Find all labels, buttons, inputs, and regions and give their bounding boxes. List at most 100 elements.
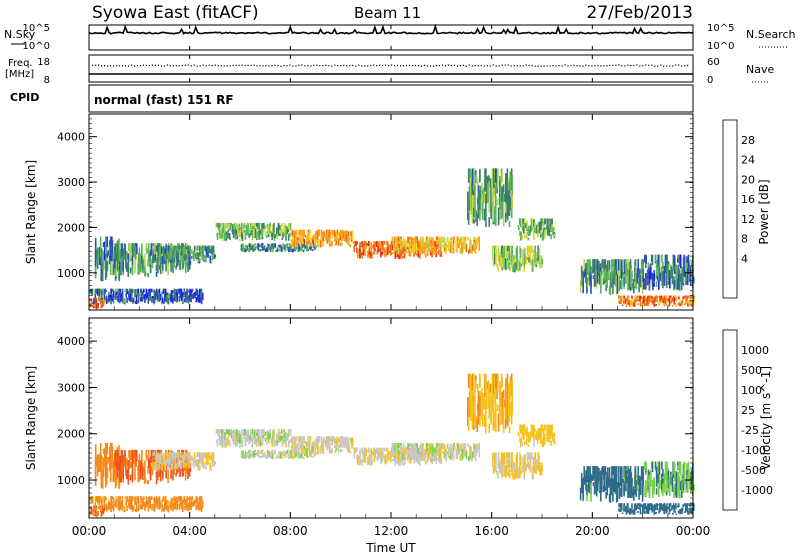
- velocity-scatter-cell: [515, 468, 518, 477]
- power-scatter-cell: [326, 235, 328, 241]
- power-scatter-cell: [592, 275, 595, 279]
- velocity-scatter-cell: [197, 507, 200, 511]
- velocity-scatter-cell: [489, 383, 492, 393]
- velocity-scatter-cell: [249, 450, 252, 452]
- velocity-scatter-cell: [135, 502, 138, 512]
- power-scatter-cell: [537, 228, 540, 234]
- velocity-scatter-cell: [459, 454, 461, 460]
- velocity-scatter-cell: [254, 429, 257, 433]
- power-scatter-cell: [131, 264, 134, 276]
- velocity-scatter-cell: [686, 504, 688, 506]
- velocity-scatter-cell: [298, 447, 300, 450]
- velocity-scatter-cell: [643, 508, 645, 512]
- power-scatter-cell: [306, 243, 308, 247]
- velocity-scatter-cell: [319, 446, 322, 455]
- power-scatter-cell: [595, 259, 597, 279]
- power-scatter-cell: [164, 260, 167, 264]
- power-scatter-cell: [475, 209, 477, 223]
- velocity-scatter-cell: [157, 502, 159, 506]
- velocity-scatter-cell: [185, 461, 188, 467]
- velocity-scatter-cell: [613, 468, 615, 485]
- velocity-scatter-cell: [153, 455, 155, 462]
- power-scatter-cell: [438, 245, 440, 255]
- velocity-scatter-cell: [244, 436, 247, 447]
- velocity-scatter-cell: [299, 443, 301, 448]
- velocity-scatter-cell: [658, 474, 661, 489]
- power-scatter-cell: [146, 293, 149, 298]
- velocity-scatter-cell: [167, 459, 170, 471]
- velocity-scatter-cell: [170, 467, 172, 479]
- power-scatter-cell: [292, 248, 295, 253]
- power-scatter-cell: [285, 235, 287, 241]
- velocity-scatter-cell: [366, 449, 368, 453]
- velocity-scatter-cell: [238, 433, 241, 445]
- power-scatter-cell: [135, 295, 138, 305]
- power-scatter-cell: [614, 259, 617, 267]
- velocity-scatter-cell: [633, 507, 636, 512]
- power-scatter-cell: [413, 244, 416, 252]
- velocity-scatter-cell: [415, 443, 417, 448]
- power-scatter-cell: [402, 236, 405, 246]
- power-scatter-cell: [331, 235, 333, 239]
- nave-dot: [444, 65, 446, 67]
- nave-dot: [127, 65, 130, 67]
- velocity-scatter-cell: [587, 466, 590, 483]
- velocity-scatter-cell: [474, 390, 476, 425]
- velocity-scatter-cell: [102, 508, 105, 515]
- velocity-scatter-cell: [208, 452, 211, 459]
- power-scatter-cell: [100, 288, 102, 293]
- power-ylabel: Slant Range [km]: [24, 160, 38, 264]
- power-scatter-cell: [94, 288, 97, 295]
- velocity-scatter-cell: [141, 456, 143, 472]
- power-scatter-cell: [666, 254, 668, 266]
- power-scatter-cell: [387, 244, 390, 254]
- power-scatter-cell: [143, 294, 145, 299]
- power-scatter-cell: [257, 245, 260, 251]
- power-scatter-cell: [677, 273, 680, 290]
- velocity-scatter-cell: [397, 454, 400, 462]
- power-scatter-cell: [381, 251, 383, 256]
- power-scatter-cell: [155, 261, 158, 264]
- nave-dot: [268, 65, 270, 67]
- power-scatter-cell: [158, 299, 161, 302]
- velocity-scatter-cell: [637, 507, 640, 509]
- velocity-scatter-cell: [530, 424, 533, 433]
- power-scatter-cell: [163, 288, 165, 294]
- power-scatter-cell: [621, 271, 624, 276]
- power-scatter-cell: [176, 292, 179, 302]
- power-scatter-cell: [112, 297, 114, 302]
- power-scatter-cell: [475, 239, 477, 250]
- power-scatter-cell: [660, 272, 662, 282]
- velocity-scatter-cell: [97, 496, 100, 501]
- power-scatter-cell: [536, 258, 538, 262]
- power-scatter-cell: [499, 180, 501, 205]
- power-scatter-cell: [158, 246, 161, 253]
- power-scatter-cell: [280, 230, 282, 235]
- power-scatter-cell: [467, 191, 469, 220]
- power-scatter-cell: [398, 243, 401, 254]
- velocity-scatter-cell: [251, 444, 253, 447]
- velocity-scatter-cell: [679, 511, 682, 514]
- velocity-scatter-cell: [621, 466, 623, 483]
- velocity-scatter-cell: [541, 465, 543, 472]
- velocity-scatter-cell: [582, 485, 584, 501]
- velocity-scatter-cell: [163, 452, 165, 459]
- power-scatter-cell: [111, 239, 114, 255]
- power-scatter-cell: [492, 168, 495, 188]
- velocity-scatter-cell: [486, 381, 488, 410]
- velocity-scatter-cell: [455, 449, 458, 459]
- velocity-scatter-cell: [482, 393, 485, 409]
- velocity-scatter-cell: [94, 498, 97, 506]
- power-scatter-cell: [359, 246, 361, 253]
- power-scatter-cell: [580, 265, 583, 286]
- velocity-scatter-cell: [174, 464, 177, 471]
- power-scatter-cell: [671, 269, 674, 285]
- power-scatter-cell: [623, 295, 625, 298]
- power-scatter-cell: [278, 244, 280, 248]
- power-scatter-cell: [579, 280, 582, 293]
- velocity-scatter-cell: [684, 511, 686, 513]
- power-scatter-cell: [184, 291, 187, 300]
- power-scatter-cell: [612, 272, 614, 294]
- nave-dot: [328, 65, 330, 67]
- velocity-scatter-cell: [407, 443, 409, 450]
